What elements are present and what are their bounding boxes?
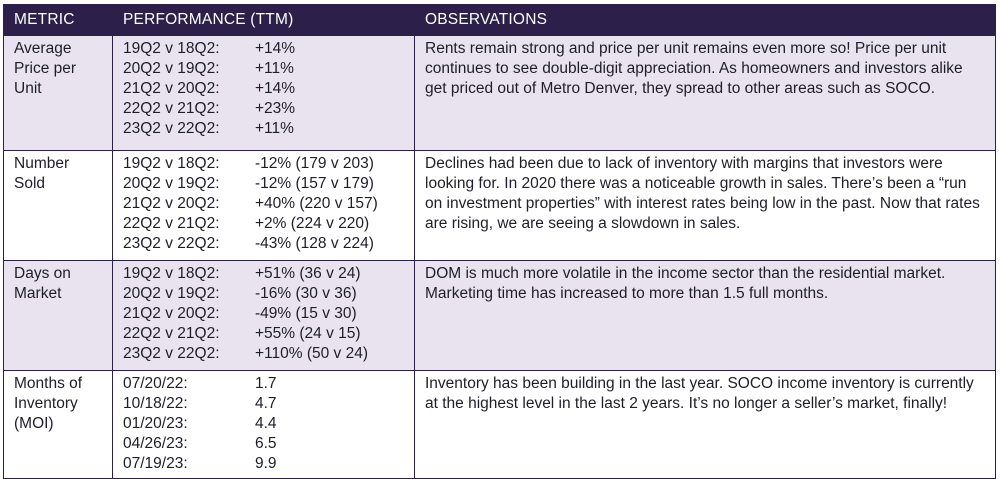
table-row: Months of Inventory (MOI) 07/20/22: 1.7 1… [3, 370, 996, 479]
performance-line: 21Q2 v 20Q2: -49% (15 v 30) [123, 304, 404, 324]
period-label: 20Q2 v 19Q2: [123, 285, 220, 302]
period-label: 22Q2 v 21Q2: [123, 100, 220, 117]
metric-line: Average [14, 40, 72, 57]
period-value: +14% [255, 80, 296, 97]
period-value: +14% [255, 40, 296, 57]
performance-line: 22Q2 v 21Q2: +2% (224 v 220) [123, 214, 404, 234]
metric-line: (MOI) [14, 415, 54, 432]
metric-line: Inventory [14, 395, 78, 412]
period-label: 19Q2 v 18Q2: [123, 40, 220, 57]
period-label: 19Q2 v 18Q2: [123, 155, 220, 172]
performance-line: 20Q2 v 19Q2: -16% (30 v 36) [123, 284, 404, 304]
metric-cell: Number Sold [3, 150, 113, 261]
metric-line: Sold [14, 175, 46, 192]
period-value: +40% (220 v 157) [255, 195, 378, 212]
performance-line: 22Q2 v 21Q2: +55% (24 v 15) [123, 324, 404, 344]
period-value: -43% (128 v 224) [255, 235, 374, 252]
performance-line: 04/26/23: 6.5 [123, 434, 404, 454]
period-value: +2% (224 v 220) [255, 215, 370, 232]
metric-line: Unit [14, 80, 42, 97]
date-label: 07/20/22: [123, 375, 188, 392]
date-label: 01/20/23: [123, 415, 188, 432]
performance-cell: 19Q2 v 18Q2: -12% (179 v 203) 20Q2 v 19Q2… [112, 150, 415, 261]
performance-line: 22Q2 v 21Q2: +23% [123, 99, 404, 119]
metric-line: Price per [14, 60, 77, 77]
performance-line: 19Q2 v 18Q2: -12% (179 v 203) [123, 154, 404, 174]
period-label: 23Q2 v 22Q2: [123, 235, 220, 252]
period-value: -49% (15 v 30) [255, 305, 357, 322]
period-label: 23Q2 v 22Q2: [123, 120, 220, 137]
observations-cell: DOM is much more volatile in the income … [414, 260, 996, 371]
moi-value: 1.7 [255, 375, 277, 392]
metric-cell: Days on Market [3, 260, 113, 371]
period-label: 19Q2 v 18Q2: [123, 265, 220, 282]
period-value: +110% (50 v 24) [255, 345, 369, 362]
performance-line: 20Q2 v 19Q2: -12% (157 v 179) [123, 174, 404, 194]
performance-line: 23Q2 v 22Q2: +110% (50 v 24) [123, 344, 404, 364]
performance-line: 21Q2 v 20Q2: +40% (220 v 157) [123, 194, 404, 214]
observations-cell: Rents remain strong and price per unit r… [414, 35, 996, 151]
performance-cell: 19Q2 v 18Q2: +14% 20Q2 v 19Q2: +11% 21Q2 v… [112, 35, 415, 151]
period-value: +55% (24 v 15) [255, 325, 361, 342]
period-value: +11% [255, 60, 294, 77]
metric-cell: Average Price per Unit [3, 35, 113, 151]
performance-line: 01/20/23: 4.4 [123, 414, 404, 434]
period-value: +23% [255, 100, 296, 117]
metric-line: Number [14, 155, 70, 172]
metric-line: Days on [14, 265, 71, 282]
period-label: 20Q2 v 19Q2: [123, 60, 220, 77]
performance-line: 07/20/22: 1.7 [123, 374, 404, 394]
observations-cell: Inventory has been building in the last … [414, 370, 996, 479]
performance-line: 07/19/23: 9.9 [123, 454, 404, 474]
period-label: 22Q2 v 21Q2: [123, 215, 220, 232]
performance-cell: 19Q2 v 18Q2: +51% (36 v 24) 20Q2 v 19Q2: -… [112, 260, 415, 371]
moi-value: 6.5 [255, 435, 277, 452]
period-label: 21Q2 v 20Q2: [123, 305, 220, 322]
period-value: -12% (179 v 203) [255, 155, 374, 172]
date-label: 10/18/22: [123, 395, 188, 412]
date-label: 04/26/23: [123, 435, 188, 452]
performance-line: 10/18/22: 4.7 [123, 394, 404, 414]
period-label: 20Q2 v 19Q2: [123, 175, 220, 192]
observations-cell: Declines had been due to lack of invento… [414, 150, 996, 261]
metric-cell: Months of Inventory (MOI) [3, 370, 113, 479]
table-header: METRIC PERFORMANCE (TTM) OBSERVATIONS [3, 4, 996, 36]
period-label: 21Q2 v 20Q2: [123, 195, 220, 212]
performance-line: 21Q2 v 20Q2: +14% [123, 79, 404, 99]
period-value: -16% (30 v 36) [255, 285, 357, 302]
performance-cell: 07/20/22: 1.7 10/18/22: 4.7 01/20/23: 4.4 0… [112, 370, 415, 479]
header-metric: METRIC [3, 4, 113, 36]
moi-value: 4.4 [255, 415, 277, 432]
table-row: Number Sold 19Q2 v 18Q2: -12% (179 v 203)… [3, 150, 996, 261]
performance-line: 23Q2 v 22Q2: +11% [123, 119, 404, 139]
performance-line: 19Q2 v 18Q2: +14% [123, 39, 404, 59]
metrics-table: METRIC PERFORMANCE (TTM) OBSERVATIONS Av… [3, 4, 996, 479]
table-body: Average Price per Unit 19Q2 v 18Q2: +14% … [3, 35, 996, 479]
header-performance: PERFORMANCE (TTM) [112, 4, 415, 36]
period-value: +51% (36 v 24) [255, 265, 361, 282]
period-value: -12% (157 v 179) [255, 175, 374, 192]
table-row: Days on Market 19Q2 v 18Q2: +51% (36 v 24… [3, 260, 996, 371]
period-label: 23Q2 v 22Q2: [123, 345, 220, 362]
table-row: Average Price per Unit 19Q2 v 18Q2: +14% … [3, 35, 996, 151]
period-label: 21Q2 v 20Q2: [123, 80, 220, 97]
period-label: 22Q2 v 21Q2: [123, 325, 220, 342]
moi-value: 9.9 [255, 455, 277, 472]
performance-line: 19Q2 v 18Q2: +51% (36 v 24) [123, 264, 404, 284]
moi-value: 4.7 [255, 395, 277, 412]
period-value: +11% [255, 120, 294, 137]
date-label: 07/19/23: [123, 455, 188, 472]
metric-line: Market [14, 285, 62, 302]
header-observations: OBSERVATIONS [414, 4, 996, 36]
metric-line: Months of [14, 375, 83, 392]
performance-line: 20Q2 v 19Q2: +11% [123, 59, 404, 79]
performance-line: 23Q2 v 22Q2: -43% (128 v 224) [123, 234, 404, 254]
header-row: METRIC PERFORMANCE (TTM) OBSERVATIONS [3, 4, 996, 36]
